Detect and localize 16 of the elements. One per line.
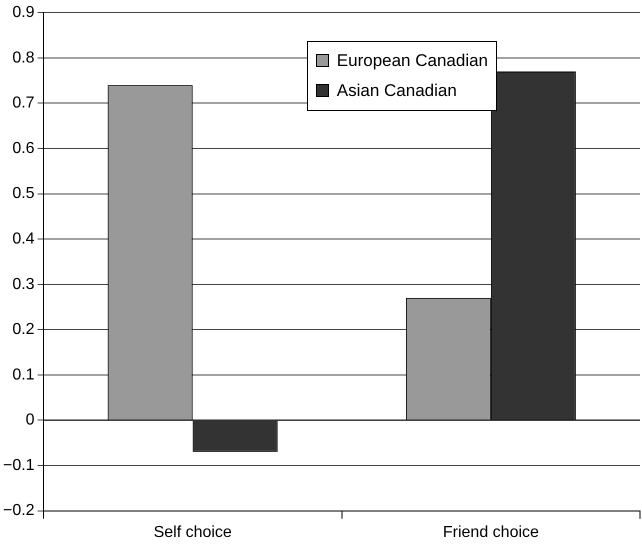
y-tick-label: −0.1 <box>2 456 35 474</box>
y-tick-label: 0.1 <box>12 366 35 384</box>
y-tick-label: 0.5 <box>12 185 35 202</box>
y-tick-label: 0.2 <box>12 321 35 338</box>
y-tick-label: 0.7 <box>12 94 35 112</box>
y-tick-label: 0.3 <box>12 276 35 293</box>
y-tick-label: 0 <box>26 412 35 429</box>
y-tick-label: 0.8 <box>12 49 35 66</box>
y-tick-label: 0.4 <box>12 230 35 248</box>
x-tick-label: Self choice <box>154 524 232 541</box>
x-tick-label: Friend choice <box>442 524 540 541</box>
legend-label: European Canadian <box>336 50 488 72</box>
y-tick-label: 0.6 <box>12 140 35 157</box>
y-tick-label: 0.9 <box>12 4 35 22</box>
y-tick-label: −0.2 <box>2 502 35 520</box>
legend-label: Asian Canadian <box>336 80 457 102</box>
